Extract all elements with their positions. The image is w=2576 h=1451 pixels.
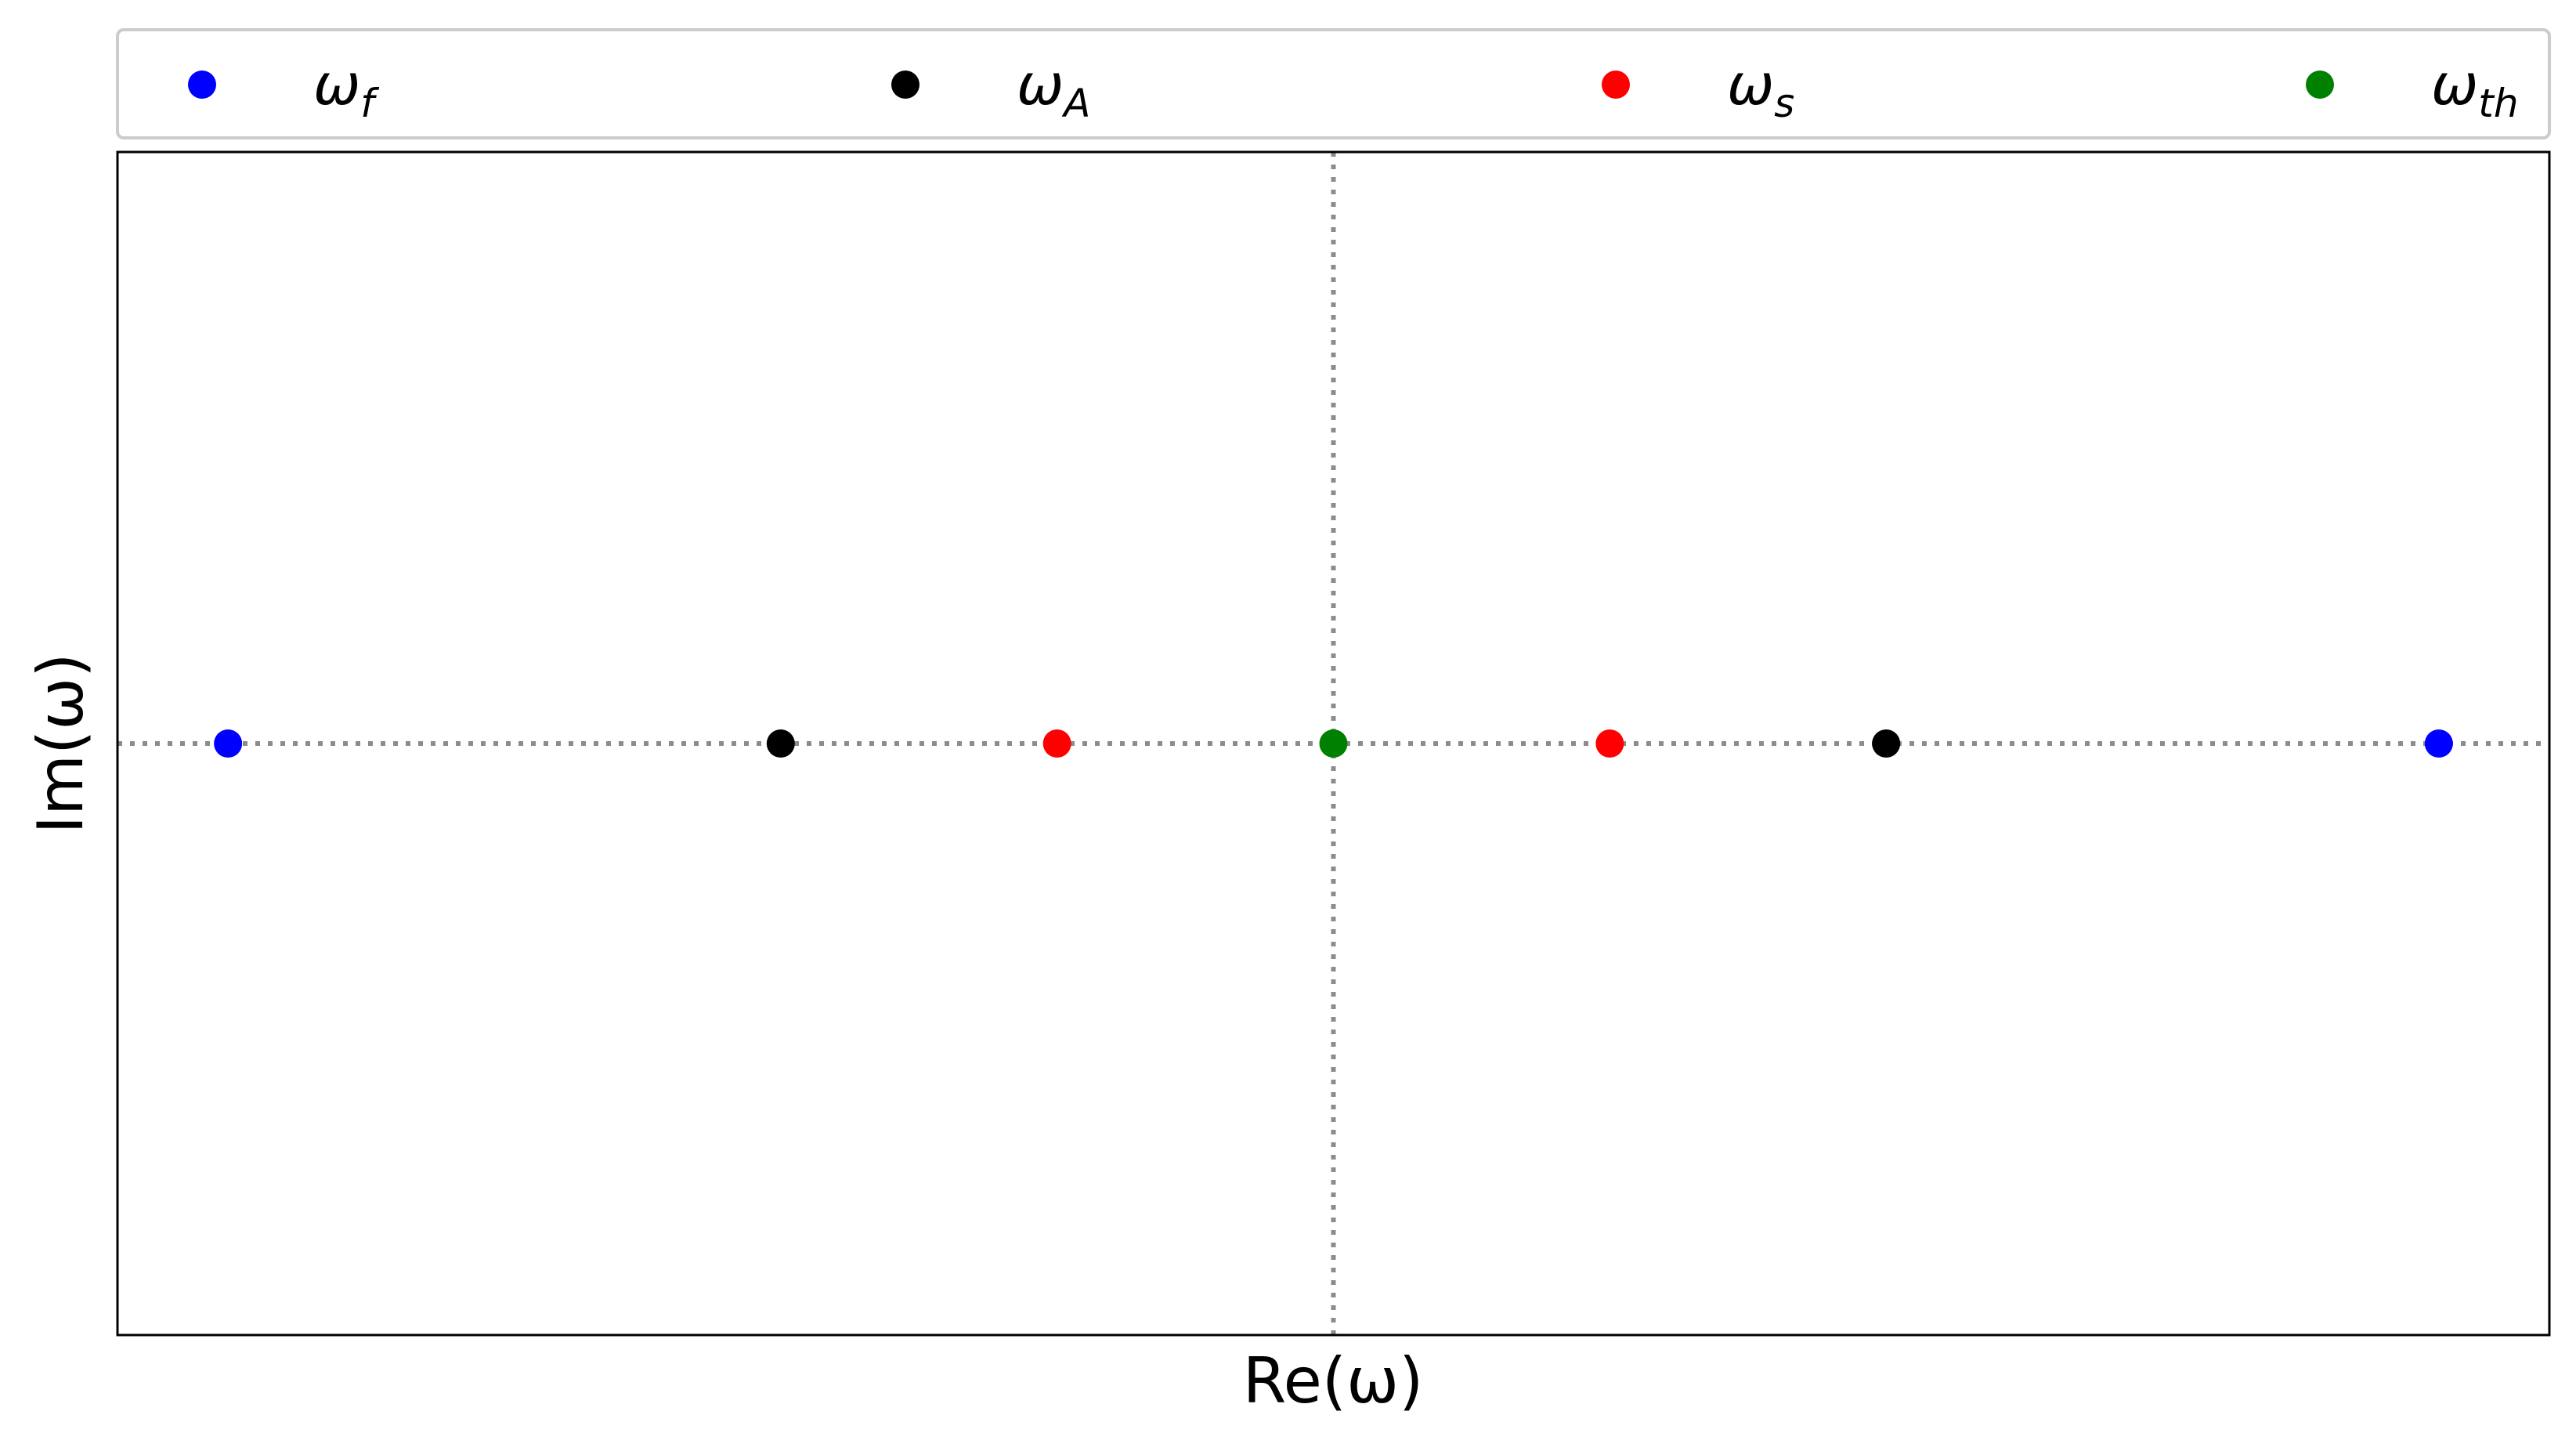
data-point-s-2	[1595, 729, 1624, 758]
legend-marker-f	[188, 71, 216, 99]
plot-area	[116, 150, 2551, 1337]
legend: ωf ωA ωs ωth	[116, 28, 2551, 139]
plot-frame	[116, 150, 2551, 1337]
data-point-A-1	[766, 729, 795, 758]
legend-box	[116, 28, 2551, 139]
data-point-f-1	[214, 729, 243, 758]
x-axis-label: Re(ω)	[1243, 1344, 1424, 1417]
legend-marker-s	[1602, 71, 1630, 99]
y-axis-label: Im(ω)	[24, 653, 97, 834]
legend-marker-A	[891, 71, 919, 99]
legend-label-s: ωs	[1727, 52, 1794, 126]
legend-marker-th	[2306, 71, 2334, 99]
data-point-s-1	[1042, 729, 1071, 758]
data-point-th-1	[1319, 729, 1348, 758]
legend-label-th: ωth	[2431, 52, 2519, 126]
data-point-f-2	[2424, 729, 2453, 758]
legend-label-A: ωA	[1017, 52, 1091, 126]
data-point-A-2	[1872, 729, 1901, 758]
